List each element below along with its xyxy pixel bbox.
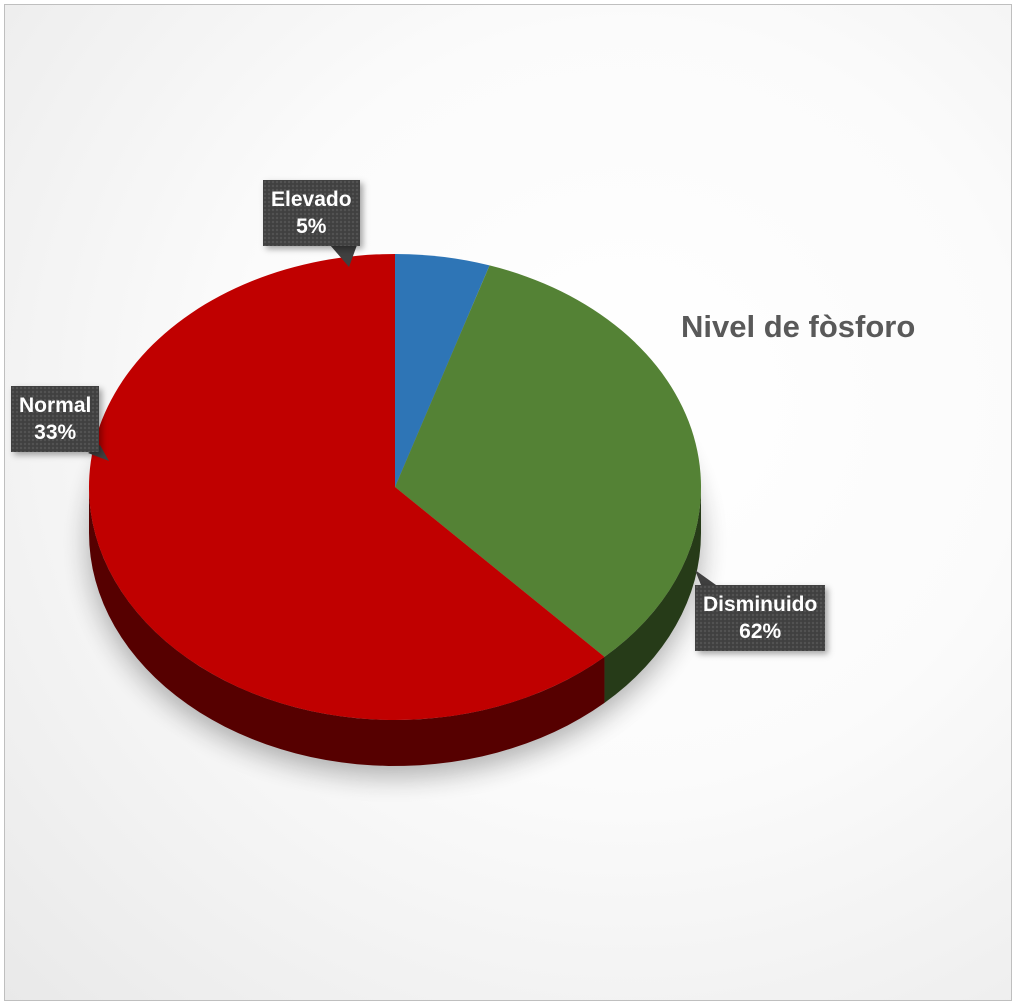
- data-label-category: Disminuido: [703, 593, 818, 616]
- data-label-percent: 62%: [739, 620, 782, 643]
- data-label-elevado: Elevado 5%: [263, 180, 360, 246]
- pie-chart: [88, 245, 723, 766]
- data-label-normal: Normal 33%: [11, 386, 100, 452]
- data-label-disminuido: Disminuido 62%: [695, 585, 826, 651]
- data-label-category: Normal: [19, 394, 92, 417]
- data-label-percent: 5%: [296, 215, 327, 238]
- chart-area: Nivel de fòsforo Elevado 5% Normal 33% Dismi…: [4, 4, 1012, 1001]
- data-label-pointer-elevado: [330, 245, 357, 267]
- pie-slice-side-disminuido: [89, 487, 605, 766]
- data-label-percent: 33%: [34, 421, 77, 444]
- data-label-category: Elevado: [271, 188, 352, 211]
- pie-slice-normal: [395, 265, 702, 657]
- pie-slice-side-normal: [604, 487, 701, 703]
- data-label-pointer-normal: [88, 445, 109, 461]
- pie-slice-elevado: [395, 254, 490, 487]
- chart-title: Nivel de fòsforo: [681, 309, 916, 344]
- pie-slice-disminuido: [88, 254, 605, 720]
